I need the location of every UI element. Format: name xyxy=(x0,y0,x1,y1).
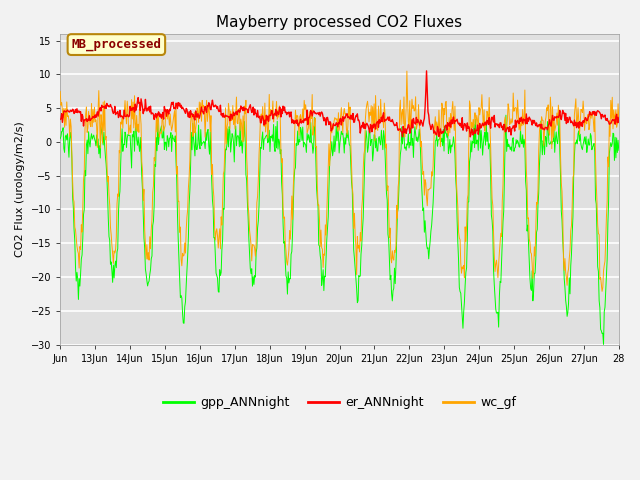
Y-axis label: CO2 Flux (urology/m2/s): CO2 Flux (urology/m2/s) xyxy=(15,121,25,257)
Legend: gpp_ANNnight, er_ANNnight, wc_gf: gpp_ANNnight, er_ANNnight, wc_gf xyxy=(157,391,522,414)
Text: MB_processed: MB_processed xyxy=(72,38,161,51)
Title: Mayberry processed CO2 Fluxes: Mayberry processed CO2 Fluxes xyxy=(216,15,463,30)
